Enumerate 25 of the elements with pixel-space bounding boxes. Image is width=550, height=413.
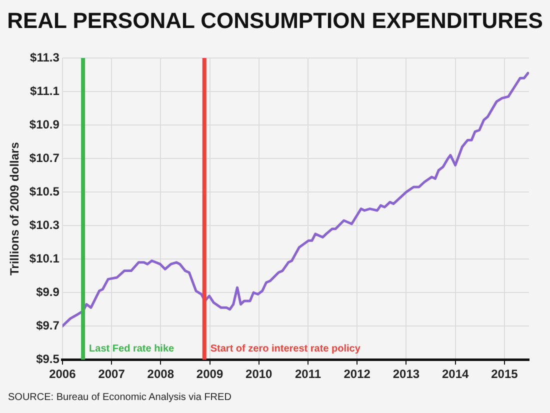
x-tick-label: 2007: [98, 367, 126, 382]
x-tick-label: 2013: [392, 367, 420, 382]
y-tick-label: $10.7: [29, 150, 60, 165]
x-tick-label: 2014: [442, 367, 469, 382]
ref-line-label: Last Fed rate hike: [89, 343, 175, 354]
y-tick-label: $10.5: [29, 184, 60, 198]
y-tick-label: $11.3: [30, 50, 60, 64]
y-tick-label: $10.1: [29, 251, 60, 266]
y-axis-title: Trillions of 2009 dollars: [8, 142, 22, 276]
x-tick-label: 2011: [294, 367, 322, 382]
x-tick-label: 2012: [344, 367, 371, 382]
chart-title: REAL PERSONAL CONSUMPTION EXPENDITURES: [6, 8, 544, 34]
x-tick-label: 2010: [246, 367, 273, 382]
source-note: SOURCE: Bureau of Economic Analysis via FRED: [8, 392, 232, 403]
x-tick-label: 2015: [491, 367, 518, 382]
y-tick-label: $11.1: [30, 84, 60, 98]
x-tick-label: 2006: [49, 367, 76, 382]
x-tick-label: 2008: [147, 367, 174, 382]
y-tick-label: $9.5: [36, 352, 60, 366]
ref-line-label: Start of zero interest rate policy: [210, 343, 361, 354]
y-tick-label: $10.3: [29, 218, 60, 232]
y-tick-label: $9.9: [36, 284, 60, 299]
x-tick-label: 2009: [196, 367, 224, 382]
y-tick-label: $10.9: [29, 117, 60, 132]
y-tick-label: $9.7: [36, 318, 60, 332]
